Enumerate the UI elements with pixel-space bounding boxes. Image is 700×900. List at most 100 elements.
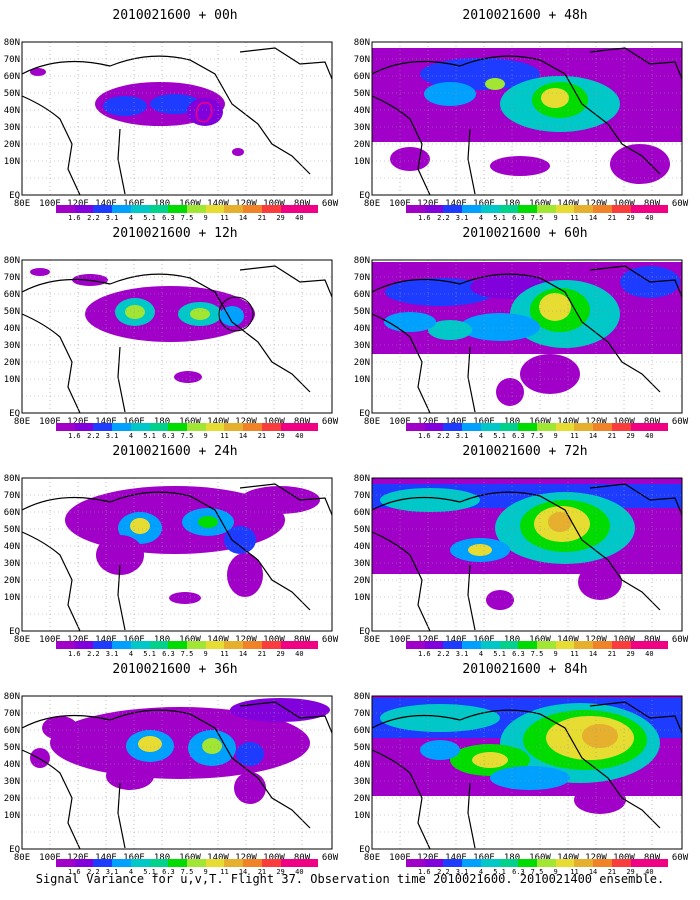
lon-label: 140W (557, 853, 579, 863)
lon-label: 120W (235, 199, 257, 209)
lon-label: 120W (585, 417, 607, 427)
colorbar: 1.6 2.2 3.1 4 5.1 6.3 7.5 9 11 14 21 29 40 (56, 859, 319, 881)
colorbar-label: 14 (238, 214, 248, 222)
panel-12h: 2010021600 + 12h 80N 70N (0, 226, 350, 446)
lon-label: 80E (364, 853, 380, 863)
lat-label: 40N (354, 106, 370, 116)
colorbar-swatch (168, 423, 188, 431)
lon-label: 140W (557, 635, 579, 645)
colorbar-label: 40 (645, 214, 654, 222)
lon-label: 160E (123, 853, 145, 863)
colorbar-label: 5.1 (143, 650, 156, 658)
colorbar-swatch (630, 859, 650, 867)
colorbar-swatch (611, 641, 631, 649)
colorbar-label: 29 (276, 214, 285, 222)
colorbar-label: 7.5 (180, 432, 194, 440)
lon-label: 160E (123, 199, 145, 209)
lon-label: 180 (154, 853, 170, 863)
colorbar-label: 11 (220, 432, 229, 440)
lon-label: 100E (389, 635, 411, 645)
lat-label: 10N (354, 375, 370, 385)
lat-label: 20N (4, 576, 20, 586)
lon-label: 120W (235, 635, 257, 645)
colorbar-label: 3.1 (455, 432, 469, 440)
colorbar-swatch (130, 859, 150, 867)
colorbar-label: 6.3 (512, 650, 525, 658)
lon-label: 100E (39, 635, 61, 645)
map-frame (371, 477, 683, 632)
colorbar-label: 11 (220, 868, 229, 876)
map-frame (21, 695, 333, 850)
colorbar: 1.6 2.2 3.1 4 5.1 6.3 7.5 9 11 14 21 29 40 (56, 423, 319, 445)
colorbar-label: 1.6 (418, 868, 431, 876)
colorbar-label: 9 (203, 214, 208, 222)
lat-label: EQ (359, 627, 370, 637)
lon-label: 60W (672, 853, 689, 863)
lat-label: 50N (4, 307, 20, 317)
lon-label: 160E (473, 635, 495, 645)
lat-label: 70N (4, 55, 20, 65)
lon-label: 160W (529, 199, 551, 209)
variance-field (30, 268, 255, 383)
colorbar-swatch (574, 859, 594, 867)
colorbar-swatch (243, 423, 262, 431)
lat-label: 30N (354, 559, 370, 569)
panel-title: 2010021600 + 00h (112, 8, 238, 23)
colorbar-label: 14 (238, 432, 248, 440)
colorbar-swatch (518, 423, 538, 431)
lon-label: 140W (207, 199, 229, 209)
lon-label: 160W (179, 199, 201, 209)
lat-label: 10N (4, 375, 20, 385)
lat-axis: 80N 70N 60N 50N 40N 30N 20N 10N EQ (4, 474, 20, 637)
lon-label: 80W (294, 853, 311, 863)
lon-label: 60W (322, 635, 339, 645)
colorbar-swatch (56, 859, 75, 867)
lon-label: 60W (672, 417, 689, 427)
lon-label: 180 (504, 635, 520, 645)
colorbar-swatch (443, 423, 463, 431)
colorbar-swatch (611, 205, 631, 213)
lon-label: 120E (67, 417, 89, 427)
lat-label: 80N (354, 256, 370, 266)
lon-label: 120E (417, 199, 439, 209)
colorbar: 1.6 2.2 3.1 4 5.1 6.3 7.5 9 11 14 21 29 40 (56, 641, 319, 663)
lon-label: 120W (235, 417, 257, 427)
lon-label: 100W (613, 417, 635, 427)
lat-label: 20N (4, 358, 20, 368)
colorbar-swatch (593, 859, 612, 867)
lat-label: EQ (359, 845, 370, 855)
colorbar-swatch (243, 859, 262, 867)
variance-map: 80N 70N 60N 50N 40N 30N 20N 10N EQ 80E 1… (354, 474, 689, 645)
colorbar-swatch (261, 859, 281, 867)
lon-label: 80E (364, 417, 380, 427)
colorbar-swatch (443, 641, 463, 649)
colorbar-swatch (243, 205, 262, 213)
colorbar-label: 4 (128, 432, 134, 440)
colorbar-swatch (424, 205, 444, 213)
lat-label: 10N (4, 593, 20, 603)
colorbar: 1.6 2.2 3.1 4 5.1 6.3 7.5 9 11 14 21 29 40 (406, 641, 669, 663)
colorbar-label: 40 (645, 868, 654, 876)
lon-label: 140W (207, 635, 229, 645)
gridlines (372, 696, 682, 849)
lon-label: 100E (389, 417, 411, 427)
colorbar-swatch (205, 641, 225, 649)
lon-label: 80W (644, 417, 661, 427)
lon-label: 80W (294, 635, 311, 645)
colorbar: 1.6 2.2 3.1 4 5.1 6.3 7.5 9 11 14 21 29 40 (406, 859, 669, 881)
colorbar-swatch (537, 205, 556, 213)
lon-label: 160W (179, 417, 201, 427)
colorbar-label: 2.2 (87, 650, 100, 658)
colorbar-swatch (130, 641, 150, 649)
colorbar-swatch (555, 423, 575, 431)
colorbar-label: 21 (607, 214, 617, 222)
lon-label: 100E (389, 853, 411, 863)
colorbar-swatch (187, 859, 206, 867)
lat-label: 70N (354, 709, 370, 719)
colorbar-label: 9 (203, 868, 208, 876)
colorbar-label: 6.3 (512, 868, 525, 876)
colorbar-label: 40 (295, 214, 304, 222)
lon-label: 80W (644, 199, 661, 209)
lon-label: 100W (263, 199, 285, 209)
lon-label: 160E (473, 199, 495, 209)
